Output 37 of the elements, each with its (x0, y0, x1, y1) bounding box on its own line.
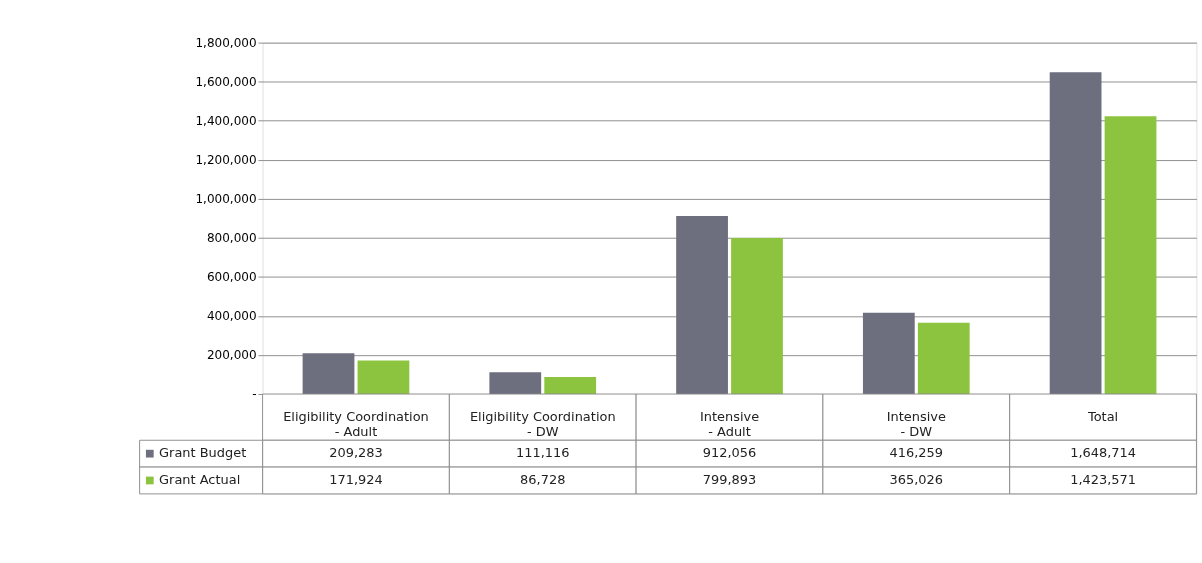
bar (1104, 116, 1157, 395)
data-label: 365,026 (889, 472, 944, 488)
bar (862, 312, 915, 395)
x-tick-label: Intensive - DW (886, 408, 946, 439)
data-label: 1,648,714 (1070, 445, 1136, 461)
y-tick-label: - (252, 387, 257, 402)
x-tick-label: Intensive - Adult (699, 408, 760, 439)
bar (302, 353, 355, 395)
data-label: 416,259 (889, 445, 944, 461)
bar (676, 216, 728, 395)
data-label: 912,056 (702, 445, 757, 461)
y-tick-label: 1,600,000 (195, 74, 257, 89)
x-tick-label: Eligibility Coordination - Adult (283, 408, 429, 439)
bar (731, 237, 783, 395)
data-label: 799,893 (702, 472, 757, 488)
y-tick-label: 600,000 (206, 270, 257, 285)
data-label: 111,116 (516, 445, 570, 461)
x-tick-label: Total (1086, 408, 1119, 424)
bar (544, 377, 597, 395)
y-tick-label: 1,000,000 (195, 192, 257, 206)
y-tick-label: 800,000 (206, 231, 257, 246)
x-tick-label: Eligibility Coordination - DW (469, 408, 616, 439)
data-label: 209,283 (329, 445, 383, 461)
y-tick-label: 200,000 (206, 348, 257, 363)
bar (917, 322, 970, 395)
bar (489, 372, 542, 395)
y-tick-label: 1,800,000 (195, 35, 257, 50)
y-tick-label: 1,400,000 (195, 113, 257, 128)
y-tick-label: 400,000 (206, 309, 257, 324)
y-tick-label: 1,200,000 (195, 152, 257, 167)
legend-label: Grant Budget (159, 445, 247, 461)
data-label: 1,423,571 (1070, 472, 1136, 488)
bar (357, 360, 410, 395)
data-label: 171,924 (329, 472, 383, 488)
legend-label: Grant Actual (159, 472, 241, 488)
bar (1049, 72, 1102, 395)
data-label: 86,728 (520, 472, 566, 488)
